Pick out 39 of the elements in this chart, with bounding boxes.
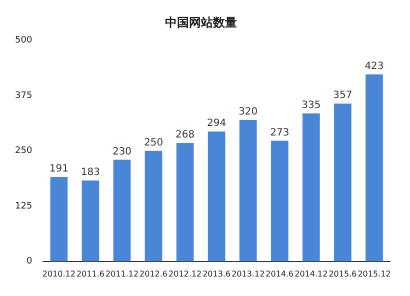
data-label: 320 — [238, 106, 258, 118]
chart-title: 中国网站数量 — [165, 15, 237, 30]
x-tick-label: 2015.12 — [358, 269, 391, 278]
y-tick-label: 125 — [14, 201, 32, 212]
data-label: 423 — [364, 61, 384, 72]
bar — [144, 150, 162, 262]
data-label: 230 — [112, 146, 132, 158]
bar — [82, 180, 100, 262]
bar — [50, 176, 68, 262]
x-tick-label: 2012.6 — [140, 269, 168, 278]
y-tick-label: 0 — [26, 256, 32, 267]
x-tick-label: 2014.12 — [294, 269, 328, 278]
x-tick-label: 2012.12 — [168, 269, 202, 278]
bar — [239, 120, 257, 262]
data-label: 357 — [333, 90, 352, 102]
x-tick-label: 2011.12 — [105, 269, 139, 278]
bar — [270, 140, 288, 262]
bar — [366, 74, 383, 262]
data-label: 335 — [302, 100, 321, 111]
data-label: 268 — [176, 130, 195, 141]
x-tick-label: 2013.6 — [202, 269, 231, 278]
bar — [334, 104, 352, 262]
x-tick-label: 2015.6 — [328, 269, 357, 278]
data-label: 294 — [207, 118, 226, 130]
bar — [302, 113, 320, 262]
bar — [208, 131, 226, 262]
y-tick-label: 375 — [14, 90, 32, 101]
data-label: 250 — [144, 137, 164, 148]
x-tick-label: 2010.12 — [42, 269, 76, 278]
x-tick-label: 2011.6 — [76, 269, 104, 278]
y-tick-label: 500 — [14, 36, 32, 46]
x-tick-label: 2013.12 — [232, 269, 265, 278]
data-label: 183 — [80, 167, 100, 178]
y-tick-label: 250 — [14, 146, 32, 156]
x-tick-label: 2014.6 — [266, 269, 294, 278]
data-label: 191 — [49, 164, 68, 175]
bar — [113, 160, 131, 262]
bar — [176, 142, 194, 262]
data-label: 273 — [270, 127, 290, 138]
